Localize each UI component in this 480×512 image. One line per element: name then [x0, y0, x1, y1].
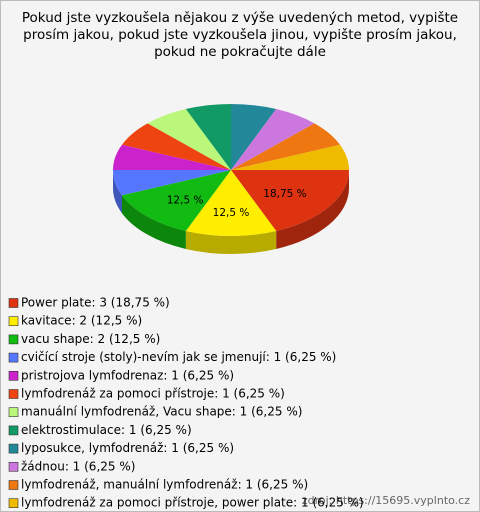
slice	[185, 104, 231, 170]
source: zdroj: https://15695.vyplnto.cz	[302, 494, 470, 507]
legend-label: pristrojova lymfodrenaz: 1 (6,25 %)	[21, 368, 234, 382]
slice	[231, 123, 341, 170]
legend-label: kavitace: 2 (12,5 %)	[21, 314, 142, 328]
legend-label: cvičící stroje (stoly)-nevím jak se jmen…	[21, 350, 336, 364]
slice	[121, 170, 231, 231]
legend-label: žádnou: 1 (6,25 %)	[21, 459, 135, 473]
slice	[231, 109, 315, 170]
data-label: 12,5 %	[213, 207, 250, 219]
legend-swatch	[8, 461, 19, 472]
legend-label: Power plate: 3 (18,75 %)	[21, 296, 170, 310]
chart-title: Pokud jste vyzkoušela nějakou z výše uve…	[22, 10, 458, 26]
slice	[185, 170, 277, 236]
slice-side	[113, 170, 122, 214]
legend-label: lymfodrenáž za pomoci přístroje, power p…	[21, 496, 364, 510]
legend-swatch	[8, 334, 19, 345]
legend-swatch	[8, 425, 19, 436]
legend-label: lymfodrenáž, manuální lymfodrenáž: 1 (6,…	[21, 478, 308, 492]
slice	[231, 104, 277, 170]
data-label: 12,5 %	[167, 194, 204, 206]
slice	[231, 170, 349, 231]
chart-title: prosím jakou, pokud jste vyzkoušela jino…	[23, 27, 457, 43]
legend-label: vacu shape: 2 (12,5 %)	[21, 332, 160, 346]
legend-swatch	[8, 480, 19, 490]
legend-swatch	[8, 389, 19, 399]
slice	[113, 170, 231, 196]
data-label: 18,75 %	[263, 188, 306, 200]
legend-swatch	[8, 498, 19, 509]
slice-side	[276, 170, 349, 249]
legend-swatch	[8, 316, 19, 327]
slice	[231, 144, 349, 170]
slice	[113, 144, 231, 170]
legend-swatch	[8, 298, 19, 308]
legend-label: elektrostimulace: 1 (6,25 %)	[21, 423, 192, 437]
legend-label: lymfodrenáž za pomoci přístroje: 1 (6,25…	[21, 387, 285, 401]
slice-side	[121, 195, 186, 249]
legend-label: manuální lymfodrenáž, Vacu shape: 1 (6,2…	[21, 405, 302, 419]
legend-swatch	[8, 407, 19, 418]
legend-swatch	[8, 370, 19, 381]
legend-swatch	[8, 352, 19, 363]
slice	[147, 109, 231, 170]
legend-label: lyposukce, lymfodrenáž: 1 (6,25 %)	[21, 441, 234, 455]
chart-title: pokud ne pokračujte dále	[154, 44, 326, 60]
legend-swatch	[8, 443, 19, 454]
slice-side	[185, 230, 277, 254]
slice	[121, 123, 231, 170]
